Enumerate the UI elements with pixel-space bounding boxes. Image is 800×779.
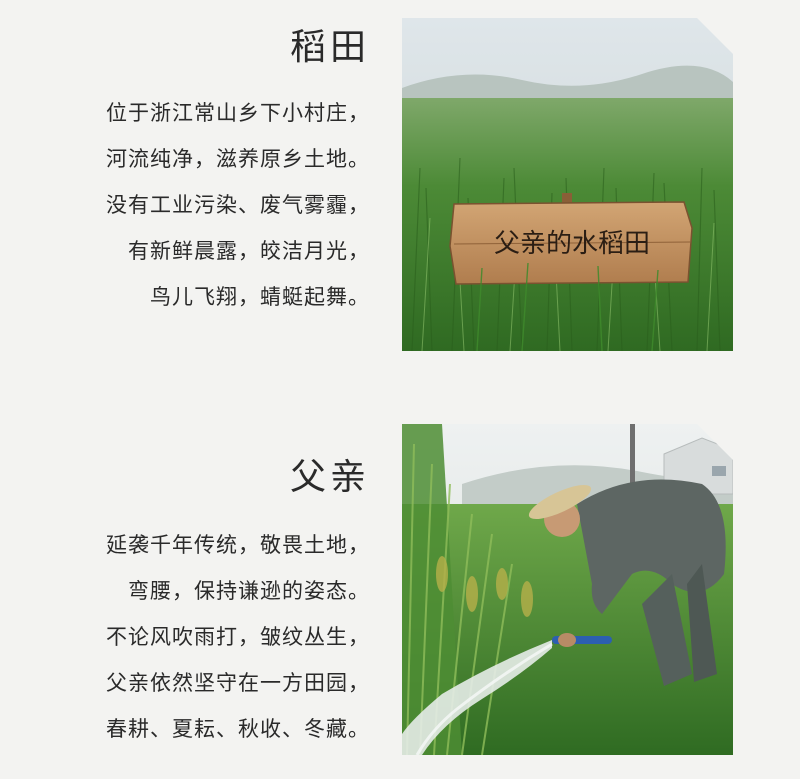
paragraph-line: 河流纯净，滋养原乡土地。	[106, 147, 370, 171]
farmer-photo	[402, 424, 733, 755]
rice-field-text: 稻田 位于浙江常山乡下小村庄， 河流纯净，滋养原乡土地。 没有工业污染、废气雾霾…	[40, 18, 370, 320]
section-title: 稻田	[289, 27, 370, 68]
paragraph-line: 位于浙江常山乡下小村庄，	[106, 101, 370, 125]
farmer-figure	[525, 479, 726, 686]
paragraph-line: 延袭千年传统，敬畏土地，	[106, 533, 370, 557]
section-rice-field: 稻田 位于浙江常山乡下小村庄， 河流纯净，滋养原乡土地。 没有工业污染、废气雾霾…	[0, 0, 800, 380]
paragraph-line: 春耕、夏耘、秋收、冬藏。	[106, 717, 370, 741]
sign-text: 父亲的水稻田	[494, 229, 650, 259]
rice-field-photo: 父亲的水稻田	[402, 18, 733, 351]
paragraph-line: 父亲依然坚守在一方田园，	[106, 671, 370, 695]
section-title: 父亲	[289, 457, 370, 498]
paragraph-line: 有新鲜晨露，皎洁月光，	[128, 239, 370, 263]
paragraph-line: 弯腰，保持谦逊的姿态。	[128, 579, 370, 603]
paragraph-line: 不论风吹雨打，皱纹丛生，	[106, 625, 370, 649]
paragraph-line: 鸟儿飞翔，蜻蜓起舞。	[150, 285, 370, 309]
father-text: 父亲 延袭千年传统，敬畏土地， 弯腰，保持谦逊的姿态。 不论风吹雨打，皱纹丛生，…	[40, 448, 370, 752]
wooden-sign: 父亲的水稻田	[450, 202, 692, 284]
section-father: 父亲 延袭千年传统，敬畏土地， 弯腰，保持谦逊的姿态。 不论风吹雨打，皱纹丛生，…	[0, 410, 800, 779]
paragraph-line: 没有工业污染、废气雾霾，	[106, 193, 370, 217]
